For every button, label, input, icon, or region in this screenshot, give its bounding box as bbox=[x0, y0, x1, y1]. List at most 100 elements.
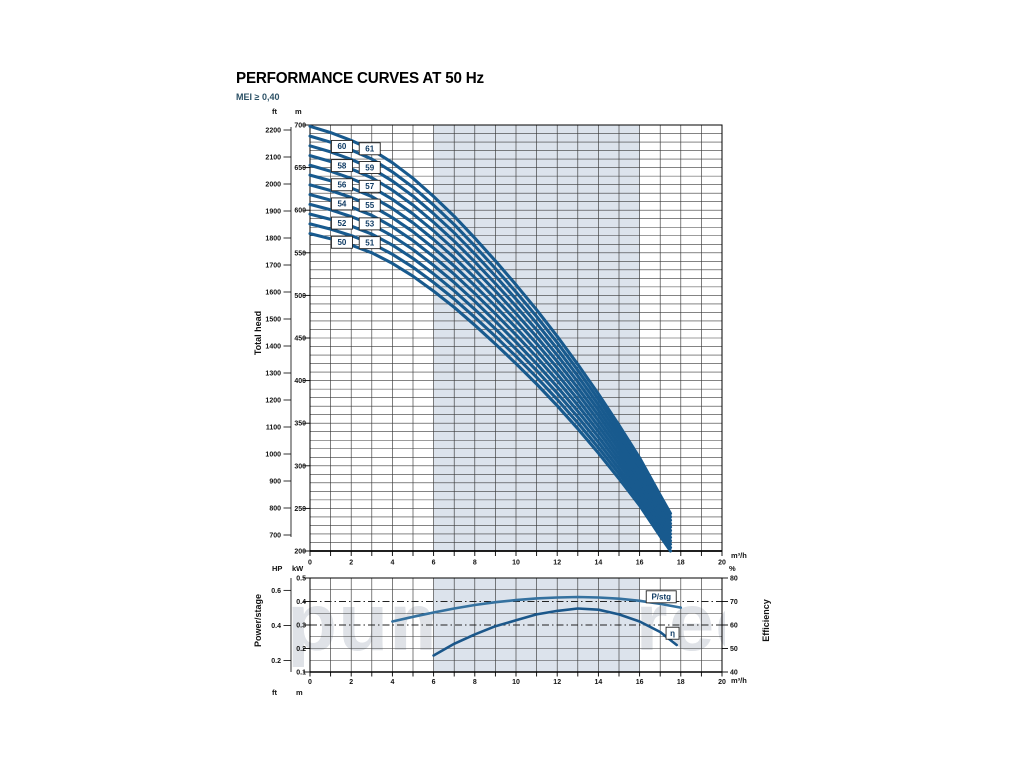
svg-text:58: 58 bbox=[337, 161, 346, 170]
svg-text:12: 12 bbox=[553, 679, 561, 686]
stage-curve-58 bbox=[308, 154, 673, 526]
stage-label-55: 55 bbox=[358, 198, 381, 212]
svg-text:250: 250 bbox=[294, 506, 306, 513]
svg-text:0.6: 0.6 bbox=[271, 588, 281, 595]
head-axis-unit-m: m bbox=[295, 107, 302, 116]
efficiency-axis-unit-pct: % bbox=[729, 564, 736, 573]
svg-text:0.2: 0.2 bbox=[296, 646, 306, 653]
svg-text:1600: 1600 bbox=[265, 290, 281, 297]
svg-text:0.2: 0.2 bbox=[271, 658, 281, 665]
stage-label-58: 58 bbox=[330, 159, 353, 173]
svg-text:61: 61 bbox=[365, 145, 374, 154]
svg-text:1100: 1100 bbox=[266, 425, 281, 432]
stage-label-51: 51 bbox=[358, 236, 381, 250]
stage-label-54: 54 bbox=[330, 197, 353, 211]
page-title: PERFORMANCE CURVES AT 50 Hz bbox=[236, 70, 484, 87]
stage-label-59: 59 bbox=[358, 161, 381, 174]
svg-text:0.4: 0.4 bbox=[296, 599, 306, 606]
svg-text:0.5: 0.5 bbox=[296, 576, 306, 583]
svg-text:1700: 1700 bbox=[265, 263, 281, 270]
next-section-unit-ft: ft bbox=[272, 688, 277, 697]
svg-text:10: 10 bbox=[512, 679, 520, 686]
svg-text:1800: 1800 bbox=[265, 236, 281, 243]
stage-label-52: 52 bbox=[330, 216, 353, 230]
stage-label-60: 60 bbox=[330, 139, 353, 153]
svg-text:54: 54 bbox=[337, 200, 346, 209]
svg-text:1500: 1500 bbox=[265, 317, 281, 324]
svg-text:6: 6 bbox=[432, 679, 436, 686]
svg-text:0.3: 0.3 bbox=[296, 623, 306, 630]
svg-text:200: 200 bbox=[294, 549, 306, 556]
svg-text:600: 600 bbox=[294, 208, 306, 215]
svg-text:53: 53 bbox=[365, 220, 374, 229]
svg-text:50: 50 bbox=[730, 646, 738, 653]
stage-curve-56 bbox=[308, 173, 673, 533]
stage-curve-54 bbox=[308, 193, 673, 539]
svg-text:η: η bbox=[670, 629, 675, 638]
power-axis-unit-kw: kW bbox=[292, 564, 304, 573]
svg-text:52: 52 bbox=[337, 219, 346, 228]
svg-text:1200: 1200 bbox=[265, 398, 281, 405]
svg-text:12: 12 bbox=[553, 560, 561, 567]
svg-text:8: 8 bbox=[473, 560, 477, 567]
svg-text:14: 14 bbox=[595, 560, 603, 567]
svg-text:1400: 1400 bbox=[265, 344, 281, 351]
svg-text:900: 900 bbox=[269, 479, 281, 486]
stage-label-50: 50 bbox=[330, 235, 353, 249]
svg-text:18: 18 bbox=[677, 679, 685, 686]
head-x-unit: m³/h bbox=[731, 551, 747, 560]
svg-text:16: 16 bbox=[636, 679, 644, 686]
svg-text:40: 40 bbox=[730, 670, 738, 677]
pstg-label: P/stg bbox=[645, 590, 677, 604]
svg-text:P/stg: P/stg bbox=[651, 593, 671, 602]
power-stage-axis-label: Power/stage bbox=[253, 593, 263, 648]
svg-text:57: 57 bbox=[365, 182, 374, 191]
svg-text:350: 350 bbox=[294, 421, 306, 428]
svg-text:8: 8 bbox=[473, 679, 477, 686]
mei-subtitle: MEI ≥ 0,40 bbox=[236, 92, 280, 102]
svg-text:60: 60 bbox=[337, 142, 346, 151]
stage-curve-60 bbox=[308, 134, 673, 519]
svg-text:50: 50 bbox=[337, 238, 346, 247]
svg-text:2: 2 bbox=[349, 560, 353, 567]
stage-curve-50 bbox=[308, 232, 673, 553]
svg-text:51: 51 bbox=[365, 238, 374, 247]
svg-text:14: 14 bbox=[595, 679, 603, 686]
svg-text:500: 500 bbox=[294, 293, 306, 300]
svg-text:20: 20 bbox=[718, 560, 726, 567]
total-head-axis-label: Total head bbox=[253, 310, 263, 356]
svg-text:6: 6 bbox=[432, 560, 436, 567]
svg-text:800: 800 bbox=[269, 506, 281, 513]
svg-text:1900: 1900 bbox=[265, 209, 281, 216]
svg-text:18: 18 bbox=[677, 560, 685, 567]
stage-label-56: 56 bbox=[330, 178, 353, 192]
svg-text:2: 2 bbox=[349, 679, 353, 686]
head-chart: 0 2 4 6 8 10 12 14 16 18 20 700 650 600 550 500 450 400 35… bbox=[265, 123, 726, 567]
next-section-unit-m: m bbox=[296, 688, 303, 697]
svg-text:700: 700 bbox=[269, 533, 281, 540]
svg-text:550: 550 bbox=[294, 250, 306, 257]
svg-text:59: 59 bbox=[365, 163, 374, 172]
svg-text:1300: 1300 bbox=[265, 371, 281, 378]
svg-text:0.4: 0.4 bbox=[271, 623, 281, 630]
svg-text:2000: 2000 bbox=[265, 182, 281, 189]
svg-text:60: 60 bbox=[730, 623, 738, 630]
svg-text:16: 16 bbox=[636, 560, 644, 567]
efficiency-curve bbox=[432, 607, 679, 657]
svg-text:700: 700 bbox=[294, 123, 306, 130]
svg-text:400: 400 bbox=[294, 378, 306, 385]
svg-text:450: 450 bbox=[294, 336, 306, 343]
stage-label-61: 61 bbox=[358, 142, 381, 156]
svg-text:55: 55 bbox=[365, 201, 374, 210]
power-efficiency-chart: 0 2 4 6 8 10 12 14 16 18 20 0.5 0.4 0.3 0.2 0.1 0.6 0.4 0.… bbox=[271, 576, 738, 687]
stage-curve-52 bbox=[308, 212, 673, 546]
svg-text:4: 4 bbox=[390, 560, 394, 567]
stage-label-53: 53 bbox=[358, 217, 381, 231]
eta-label: η bbox=[665, 626, 680, 640]
svg-text:56: 56 bbox=[337, 181, 346, 190]
svg-text:10: 10 bbox=[512, 560, 520, 567]
svg-text:650: 650 bbox=[294, 165, 306, 172]
svg-text:0.1: 0.1 bbox=[296, 670, 306, 677]
